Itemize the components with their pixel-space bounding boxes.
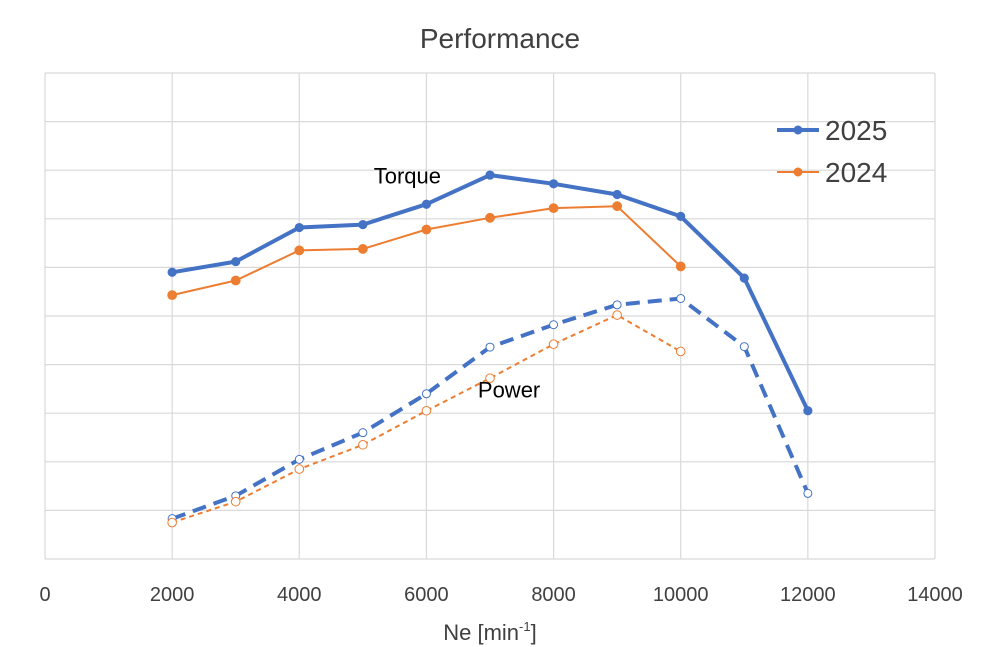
series-line-power-2024 (171, 314, 682, 524)
data-point-torque-2025 (739, 273, 749, 283)
data-point-power-2024 (548, 339, 559, 349)
data-point-torque-2024 (612, 201, 623, 212)
data-point-torque-2025 (803, 406, 813, 416)
data-point-torque-2024 (230, 275, 241, 286)
x-tick-label: 14000 (907, 584, 963, 606)
data-point-power-2025 (803, 488, 813, 498)
legend-swatch-marker-2024 (793, 167, 803, 177)
data-point-power-2024 (675, 346, 686, 357)
chart-title: Performance (420, 23, 580, 54)
legend-swatch-marker-2025 (793, 125, 803, 135)
data-point-torque-2025 (167, 267, 177, 277)
data-point-power-2024 (421, 405, 432, 416)
annotation-torque: Torque (374, 163, 441, 188)
data-point-torque-2024 (548, 203, 559, 214)
data-point-torque-2024 (485, 212, 495, 223)
series-power-2025 (167, 294, 813, 524)
series-torque-2024 (167, 201, 686, 301)
x-tick-label: 8000 (531, 584, 576, 606)
data-point-torque-2024 (675, 261, 686, 272)
data-point-power-2024 (358, 439, 368, 450)
x-axis-label: Ne [min-1] (443, 619, 536, 645)
data-point-torque-2025 (485, 170, 495, 180)
data-point-torque-2025 (676, 211, 686, 221)
data-point-torque-2025 (231, 256, 241, 267)
data-point-power-2024 (485, 373, 495, 384)
x-tick-label: 2000 (150, 584, 195, 606)
x-tick-label: 6000 (404, 584, 449, 606)
data-point-torque-2025 (548, 179, 559, 189)
data-point-power-2024 (230, 496, 241, 507)
data-point-power-2025 (739, 342, 749, 352)
data-point-power-2025 (358, 428, 368, 438)
data-point-power-2024 (612, 310, 622, 320)
x-tick-label: 0 (39, 584, 50, 606)
data-point-power-2025 (421, 389, 431, 399)
data-point-power-2024 (294, 464, 305, 474)
series-power-2024 (167, 310, 686, 528)
data-point-power-2025 (485, 342, 495, 352)
data-point-torque-2025 (294, 222, 304, 233)
x-tick-label: 12000 (780, 584, 836, 606)
data-point-torque-2025 (612, 189, 622, 200)
series-torque-2025 (167, 170, 813, 416)
data-point-torque-2025 (421, 199, 432, 209)
x-tick-label: 10000 (653, 584, 709, 606)
data-point-power-2025 (294, 454, 304, 464)
data-point-torque-2024 (294, 245, 305, 256)
series-layer (167, 170, 813, 528)
legend: 2025 2024 (777, 115, 887, 188)
legend-label-2024: 2024 (825, 157, 887, 188)
x-axis-ticks: 0 2000 4000 6000 8000 10000 12000 14000 (39, 584, 962, 606)
data-point-power-2025 (676, 294, 686, 304)
data-point-torque-2024 (421, 224, 432, 235)
data-point-power-2024 (167, 517, 177, 528)
grid-lines (44, 72, 936, 560)
data-point-power-2025 (612, 300, 622, 310)
data-point-torque-2025 (358, 220, 368, 230)
data-point-torque-2024 (357, 244, 368, 254)
data-point-power-2025 (549, 320, 559, 330)
x-tick-label: 4000 (277, 584, 322, 606)
annotation-power: Power (478, 378, 540, 403)
legend-label-2025: 2025 (825, 115, 887, 146)
annotations: Torque Power (374, 163, 541, 402)
data-point-torque-2024 (167, 290, 178, 301)
